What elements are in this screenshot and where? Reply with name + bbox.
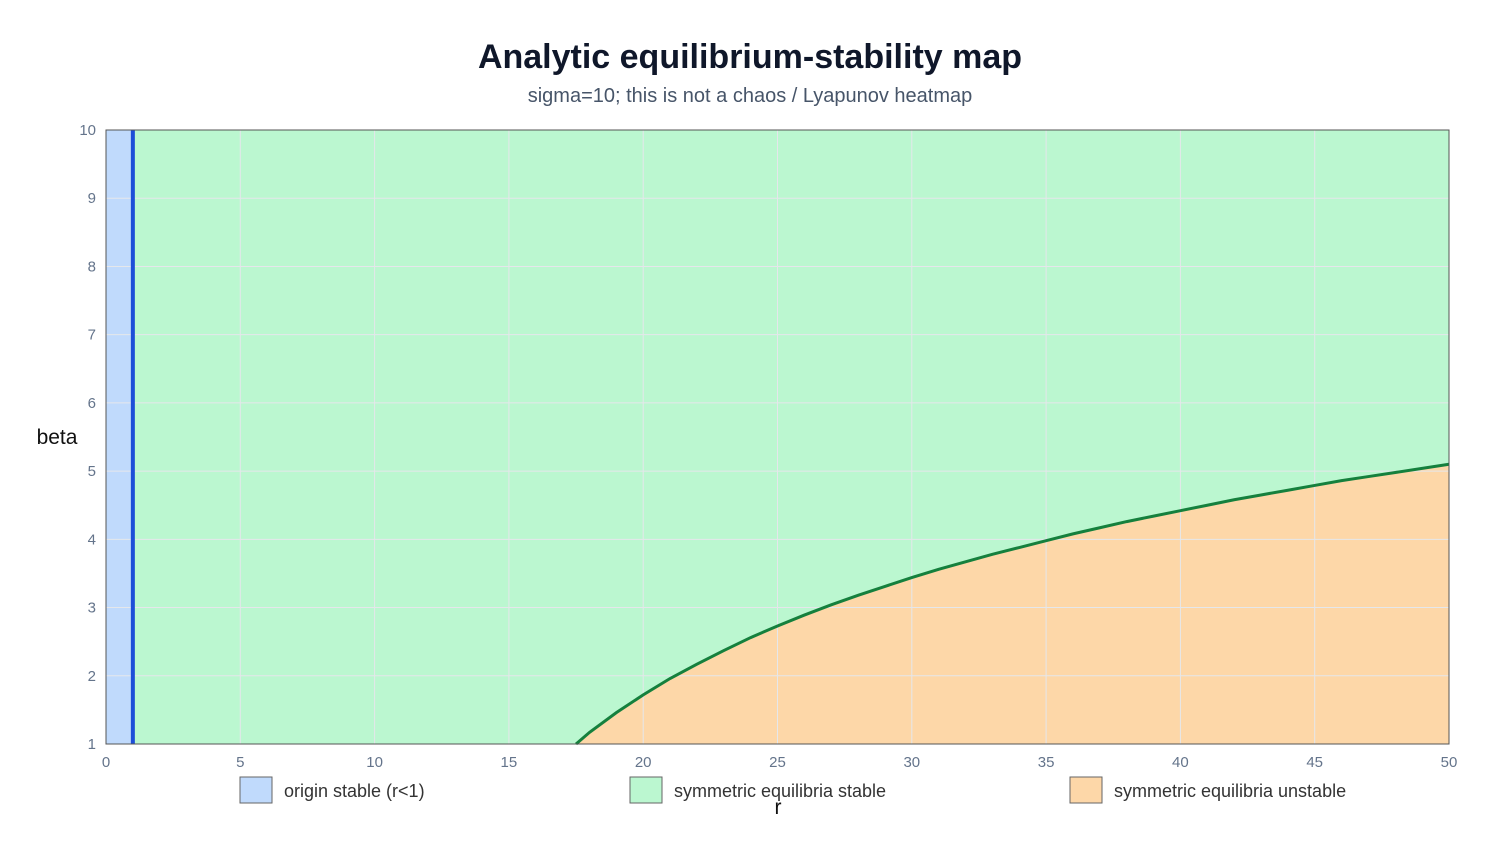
legend-item: symmetric equilibria stable [629, 776, 886, 804]
x-axis-label: r [775, 796, 782, 819]
x-tick-label: 30 [903, 754, 920, 771]
x-tick-label: 40 [1172, 754, 1189, 771]
y-tick-label: 7 [88, 327, 96, 344]
legend-label: symmetric equilibria stable [674, 781, 886, 801]
legend-label: origin stable (r<1) [284, 781, 425, 801]
y-tick-label: 10 [79, 122, 96, 139]
region-symmetric-unstable [576, 464, 1449, 744]
y-axis-label: beta [37, 426, 78, 449]
x-tick-label: 0 [102, 754, 110, 771]
y-tick-label: 2 [88, 668, 96, 685]
y-tick-label: 1 [88, 736, 96, 753]
legend-swatch [239, 776, 273, 804]
hopf-boundary-line [575, 462, 1450, 746]
chart-title: Analytic equilibrium-stability map [478, 38, 1022, 76]
x-tick-label: 50 [1441, 754, 1458, 771]
legend-item: origin stable (r<1) [239, 776, 425, 804]
legend-swatch [1069, 776, 1103, 804]
y-tick-label: 9 [88, 190, 96, 207]
y-axis-ticks: 1 2 3 4 5 6 7 8 9 10 [79, 122, 96, 753]
x-tick-label: 45 [1306, 754, 1323, 771]
chart-subtitle: sigma=10; this is not a chaos / Lyapunov… [528, 85, 973, 107]
legend-swatch [629, 776, 663, 804]
x-tick-label: 15 [501, 754, 518, 771]
x-axis-ticks: 0 5 10 15 20 25 30 35 40 45 50 [102, 754, 1458, 771]
x-tick-label: 10 [366, 754, 383, 771]
legend-label: symmetric equilibria unstable [1114, 781, 1346, 801]
x-tick-label: 20 [635, 754, 652, 771]
x-tick-label: 35 [1038, 754, 1055, 771]
region-origin-stable [106, 130, 133, 744]
x-tick-label: 5 [236, 754, 244, 771]
plot-frame [105, 129, 1450, 745]
plot-area [105, 129, 1450, 746]
legend-item: symmetric equilibria unstable [1069, 776, 1346, 804]
legend: origin stable (r<1) symmetric equilibria … [239, 776, 1346, 804]
y-tick-label: 3 [88, 600, 96, 617]
y-tick-label: 6 [88, 395, 96, 412]
y-tick-label: 5 [88, 463, 96, 480]
x-tick-label: 25 [769, 754, 786, 771]
y-tick-label: 8 [88, 258, 96, 275]
y-tick-label: 4 [88, 531, 96, 548]
